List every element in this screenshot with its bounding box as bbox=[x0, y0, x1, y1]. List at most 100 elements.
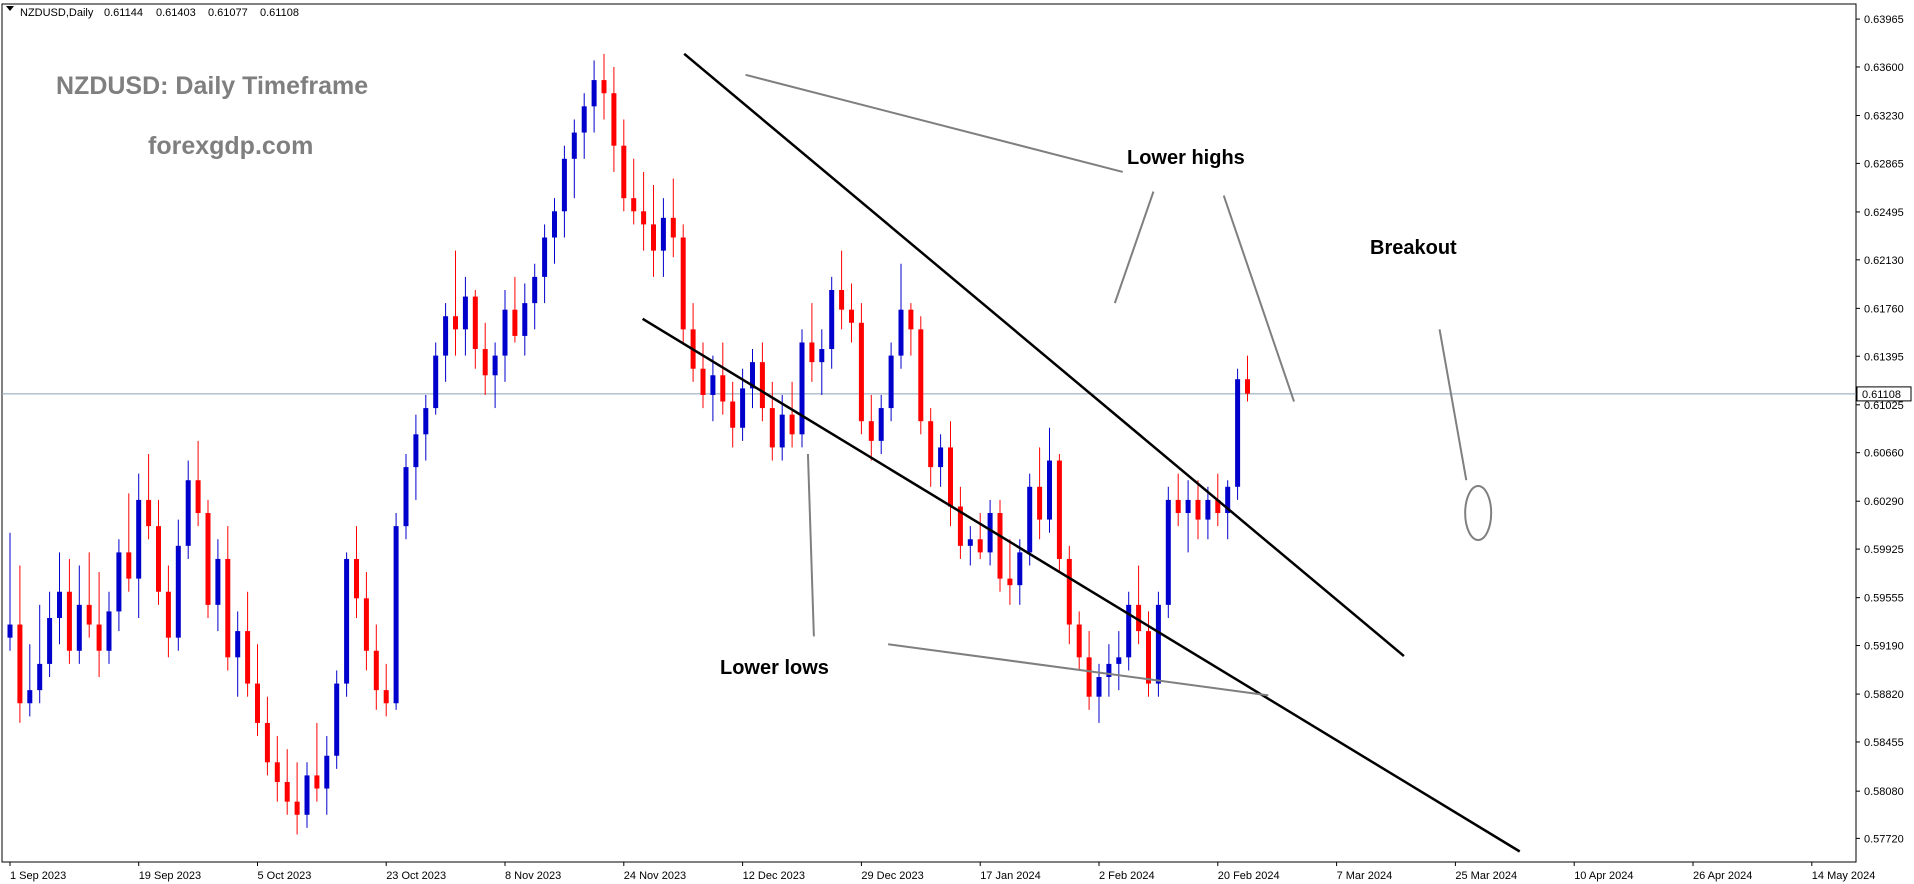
candle bbox=[948, 421, 953, 527]
candle bbox=[967, 526, 973, 566]
candle-body bbox=[462, 296, 468, 330]
candle-body bbox=[542, 237, 548, 277]
candle bbox=[759, 342, 765, 422]
candle bbox=[472, 290, 478, 369]
candle-body bbox=[829, 290, 835, 350]
candle-body bbox=[185, 480, 191, 546]
candle bbox=[1205, 486, 1211, 540]
header-open: 0.61144 bbox=[104, 7, 143, 19]
candle-body bbox=[76, 604, 82, 651]
candle bbox=[660, 198, 666, 277]
candle bbox=[631, 158, 637, 225]
candle bbox=[1165, 486, 1171, 618]
y-tick-label: 0.63230 bbox=[1864, 111, 1904, 123]
header-close: 0.61108 bbox=[260, 7, 299, 19]
x-tick-label: 5 Oct 2023 bbox=[258, 870, 312, 882]
candle-body bbox=[512, 309, 518, 336]
lower-lows-pointer-1 bbox=[806, 453, 815, 637]
candle bbox=[383, 663, 389, 717]
candle bbox=[86, 552, 92, 638]
candle bbox=[670, 178, 676, 258]
candle bbox=[1096, 663, 1102, 723]
candle-body bbox=[938, 447, 944, 468]
candle bbox=[789, 381, 795, 448]
candle-body bbox=[720, 375, 726, 402]
candle bbox=[730, 381, 736, 448]
candle-body bbox=[344, 558, 350, 684]
candle bbox=[344, 552, 350, 697]
candle-body bbox=[264, 722, 270, 763]
candle-body bbox=[235, 631, 241, 658]
candle bbox=[957, 486, 963, 559]
candles-group bbox=[7, 53, 1250, 835]
candle bbox=[819, 329, 825, 395]
candle bbox=[284, 749, 290, 815]
candle bbox=[453, 250, 458, 356]
candle bbox=[928, 408, 934, 487]
annotations-group bbox=[641, 52, 1521, 853]
candle-body bbox=[849, 309, 854, 323]
candle-body bbox=[1205, 499, 1211, 520]
candle bbox=[443, 303, 449, 382]
candle bbox=[720, 342, 726, 415]
candle-body bbox=[1056, 460, 1062, 559]
x-tick-label: 24 Nov 2023 bbox=[624, 870, 686, 882]
candle-body bbox=[1007, 578, 1013, 586]
candle-body bbox=[641, 211, 647, 225]
candle bbox=[997, 499, 1003, 592]
candle-body bbox=[472, 296, 478, 350]
candle-body bbox=[700, 368, 706, 395]
candle-body bbox=[1106, 663, 1112, 678]
candle bbox=[1136, 565, 1142, 645]
candle-body bbox=[334, 683, 340, 756]
candle-body bbox=[809, 342, 815, 363]
y-tick-label: 0.59555 bbox=[1864, 593, 1904, 605]
candle-body bbox=[799, 342, 805, 435]
annotation-lower-lows: Lower lows bbox=[720, 657, 829, 679]
candle-body bbox=[27, 690, 33, 704]
header-symbol: NZDUSD,Daily bbox=[20, 7, 94, 19]
y-tick-label: 0.61025 bbox=[1864, 400, 1904, 412]
candle-body bbox=[1175, 499, 1181, 514]
x-tick-label: 23 Oct 2023 bbox=[386, 870, 446, 882]
candle-body bbox=[1245, 379, 1250, 394]
candle-body bbox=[631, 198, 637, 212]
candle bbox=[690, 303, 696, 382]
candle bbox=[314, 722, 320, 802]
annotation-breakout: Breakout bbox=[1370, 237, 1457, 259]
candle-body bbox=[106, 611, 112, 651]
candle-body bbox=[740, 388, 746, 428]
candle bbox=[1235, 368, 1241, 500]
candle-body bbox=[987, 513, 993, 553]
candle-body bbox=[1017, 552, 1023, 586]
candle-body bbox=[651, 224, 656, 251]
watermark-site: forexgdp.com bbox=[148, 132, 313, 160]
dropdown-arrow-icon[interactable] bbox=[6, 6, 14, 11]
candle-body bbox=[205, 513, 211, 605]
y-tick-label: 0.63965 bbox=[1864, 14, 1904, 26]
candle bbox=[1066, 545, 1072, 645]
candle-body bbox=[908, 309, 914, 330]
candle bbox=[393, 513, 399, 710]
candle-body bbox=[146, 499, 152, 527]
candle-body bbox=[413, 434, 419, 468]
y-tick-label: 0.60290 bbox=[1864, 496, 1904, 508]
candle bbox=[1047, 427, 1052, 533]
candle-body bbox=[779, 414, 785, 448]
x-axis: 1 Sep 2023 19 Sep 2023 5 Oct 2023 23 Oct 20… bbox=[9, 862, 1875, 882]
y-tick-label: 0.60660 bbox=[1864, 448, 1904, 460]
candle bbox=[1126, 591, 1132, 671]
candle bbox=[76, 565, 82, 664]
y-tick-label: 0.59190 bbox=[1864, 641, 1904, 653]
candle bbox=[7, 532, 13, 651]
candle-body bbox=[710, 375, 716, 395]
candle-body bbox=[1047, 460, 1052, 520]
candle bbox=[1017, 539, 1023, 605]
y-tick-label: 0.61395 bbox=[1864, 351, 1904, 363]
candle-body bbox=[819, 349, 825, 363]
candle-body bbox=[126, 552, 132, 579]
candle-body bbox=[215, 558, 221, 605]
candle bbox=[373, 624, 379, 710]
candle bbox=[641, 171, 647, 251]
